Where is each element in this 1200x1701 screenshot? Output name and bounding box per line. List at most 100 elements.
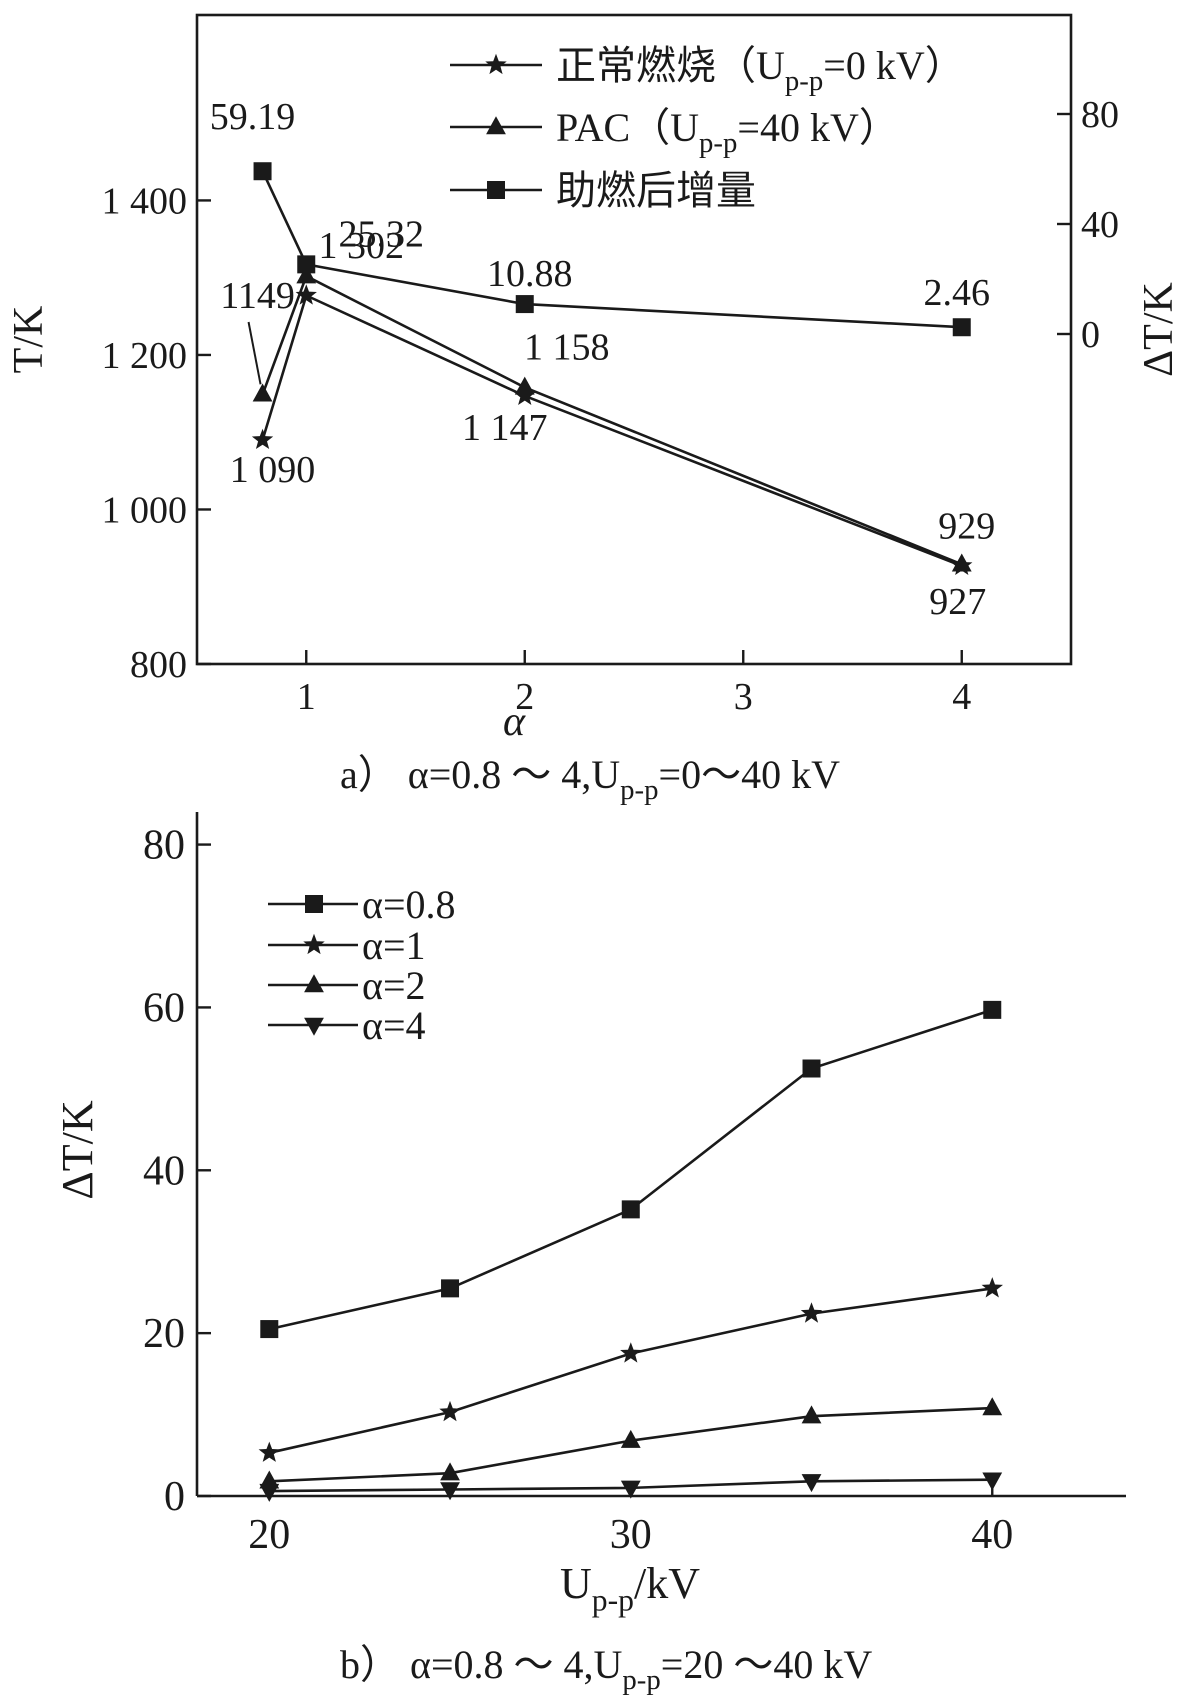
series-triangle-up <box>252 265 972 572</box>
data-point <box>514 384 536 405</box>
legend: α=0.8α=1α=2α=4 <box>268 882 456 1048</box>
data-point <box>515 295 534 314</box>
legend-label: α=1 <box>362 923 426 968</box>
legend-marker <box>487 181 505 199</box>
data-point <box>982 1472 1003 1491</box>
data-label: 59.19 <box>210 96 296 138</box>
x-axis-title: Up-p/kV <box>560 1559 700 1617</box>
legend-item: α=1 <box>268 923 426 968</box>
data-label: 929 <box>938 505 995 547</box>
data-point <box>981 1277 1003 1298</box>
legend-item: α=0.8 <box>268 882 456 927</box>
data-label: 10.88 <box>487 253 573 295</box>
x-tick-label: 3 <box>734 676 753 718</box>
series-line <box>261 170 962 329</box>
data-point <box>439 1400 461 1422</box>
legend: 正常燃烧（Up-p=0 kV） PAC（Up-p=40 kV） 助燃后增量 <box>450 43 965 213</box>
legend-marker <box>486 116 506 135</box>
data-point <box>260 1320 279 1339</box>
x-tick-label: 1 <box>297 676 316 718</box>
data-point <box>252 383 273 402</box>
y-left-axis-title: T/K <box>6 306 52 374</box>
data-point <box>514 376 535 395</box>
chart-b: 20 30 40 0 20 40 60 80 ΔT/K Up-p/kV α=0.8α=1α=2α=4… <box>53 812 1126 1696</box>
data-point <box>259 1483 280 1502</box>
series-star <box>258 1277 1003 1462</box>
legend-item: α=4 <box>268 1003 426 1048</box>
y-left-tick-label: 1 000 <box>102 489 188 531</box>
data-point <box>297 255 316 274</box>
data-point <box>440 1482 460 1501</box>
series-triangle-up <box>259 1397 1003 1489</box>
legend-label: α=2 <box>362 963 426 1008</box>
legend-marker <box>304 1017 324 1036</box>
data-point <box>801 1474 822 1493</box>
legend-label: α=4 <box>362 1003 426 1048</box>
legend-marker <box>305 895 323 913</box>
data-point <box>251 428 274 449</box>
y-right-axis-title: ΔT/K <box>1136 282 1182 377</box>
x-tick-label: 2 <box>515 676 534 718</box>
data-point <box>295 284 317 305</box>
y-tick-label: 60 <box>143 985 185 1031</box>
plot-frame <box>195 13 1073 666</box>
data-point <box>952 318 971 337</box>
legend-item: 正常燃烧（Up-p=0 kV） <box>450 43 965 97</box>
data-point <box>801 1405 822 1424</box>
legend-marker <box>303 933 325 955</box>
legend-label: 正常燃烧（Up-p=0 kV） <box>556 43 965 97</box>
data-point <box>951 553 972 572</box>
y-tick-label: 20 <box>143 1311 185 1357</box>
data-label: 1 147 <box>462 407 548 449</box>
data-point <box>800 1302 823 1323</box>
legend-item: 助燃后增量 <box>450 168 756 213</box>
data-label: 1 158 <box>524 326 610 368</box>
series-line <box>261 274 963 566</box>
y-right-tick-label: 80 <box>1081 94 1119 136</box>
data-point <box>983 1000 1002 1019</box>
data-point <box>296 265 317 284</box>
data-point <box>982 1397 1003 1416</box>
legend-marker <box>304 974 324 993</box>
x-tick-label: 4 <box>952 676 971 718</box>
legend-item: α=2 <box>268 963 426 1008</box>
data-point <box>440 1462 460 1481</box>
y-tick-label: 80 <box>143 823 185 869</box>
y-left-tick-label: 1 400 <box>102 180 188 222</box>
series-line <box>269 1008 993 1331</box>
data-label: 1 090 <box>230 449 316 491</box>
data-label: 1149 <box>220 275 295 317</box>
legend-item: PAC（Up-p=40 kV） <box>450 105 899 159</box>
x-tick-label: 30 <box>610 1512 652 1558</box>
legend-marker <box>485 53 507 75</box>
y-axis-title: ΔT/K <box>53 1100 102 1199</box>
y-right-tick-label: 0 <box>1081 314 1100 356</box>
x-tick-label: 40 <box>971 1512 1013 1558</box>
data-point <box>620 1342 642 1363</box>
caption-a: a） α=0.8 ～ 4,Up-p=0～40 kV <box>340 752 840 806</box>
data-point <box>620 1429 641 1448</box>
series-triangle-down <box>259 1472 1003 1502</box>
legend-label: 助燃后增量 <box>556 168 756 213</box>
label-leader-line <box>247 321 262 385</box>
data-point <box>620 1480 641 1499</box>
series-line <box>269 1287 993 1455</box>
data-label: 2.46 <box>924 272 991 314</box>
x-tick-label: 20 <box>248 1512 290 1558</box>
y-tick-label: 0 <box>164 1474 185 1520</box>
legend-label: PAC（Up-p=40 kV） <box>556 105 899 159</box>
series-star <box>251 284 973 575</box>
data-label: 1 302 <box>319 225 405 267</box>
y-left-tick-label: 1 200 <box>102 335 188 377</box>
series-square <box>253 162 971 337</box>
series-square <box>260 1000 1002 1339</box>
y-left-tick-label: 800 <box>130 644 187 686</box>
caption-b: b） α=0.8 ～ 4,Up-p=20 ～40 kV <box>340 1642 872 1696</box>
y-tick-label: 40 <box>143 1148 185 1194</box>
y-right-tick-label: 40 <box>1081 204 1119 246</box>
series-line <box>261 293 963 568</box>
x-axis-title: α <box>503 699 526 745</box>
data-label: 927 <box>929 581 986 623</box>
legend-label: α=0.8 <box>362 882 456 927</box>
